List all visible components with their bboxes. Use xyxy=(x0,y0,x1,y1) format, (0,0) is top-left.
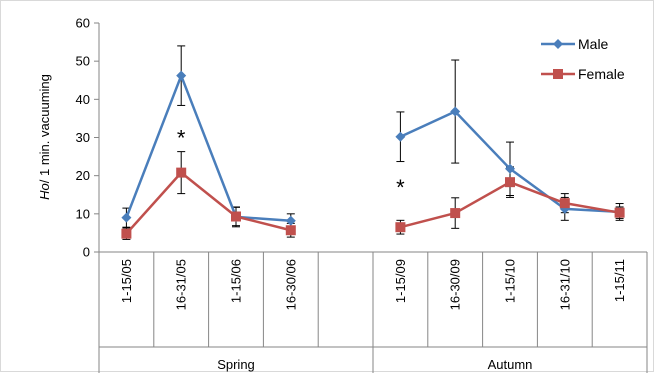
legend: Male Female xyxy=(541,36,625,82)
legend-label-male: Male xyxy=(578,36,609,52)
series-line-male xyxy=(125,74,291,222)
y-tick-label: 10 xyxy=(76,206,90,221)
x-tick-label: 1-15/05 xyxy=(119,259,134,303)
y-tick-label: 30 xyxy=(76,130,90,145)
data-point-female xyxy=(505,177,515,188)
x-tick-label: 16-30/09 xyxy=(448,259,463,310)
x-tick-label: 1-15/10 xyxy=(503,259,518,303)
y-tick-label: 50 xyxy=(76,54,90,69)
x-group-label: Spring xyxy=(217,357,255,372)
data-point-male xyxy=(176,70,187,81)
data-point-female xyxy=(450,208,461,219)
y-tick-label: 40 xyxy=(76,92,90,107)
significance-marker: * xyxy=(177,126,186,151)
data-point-female xyxy=(559,198,570,209)
y-tick-label: 20 xyxy=(76,168,90,183)
data-point-male xyxy=(395,131,406,142)
x-tick-label: 16-31/05 xyxy=(174,259,189,310)
y-axis-title-rest: / 1 min. vacuuming xyxy=(37,74,52,183)
legend-marker-female xyxy=(553,69,563,79)
data-point-female xyxy=(121,228,132,239)
y-axis-title: Ho/ 1 min. vacuuming xyxy=(37,74,52,200)
series-markers xyxy=(121,70,625,239)
y-tick-label: 0 xyxy=(83,245,90,260)
y-tick-label: 60 xyxy=(76,16,90,31)
x-tick-label: 1-15/09 xyxy=(393,259,408,303)
data-point-male xyxy=(285,215,296,226)
labels: 0 10 20 30 40 50 60 1-15/05 16-31/05 1-15/06 16-30… xyxy=(76,16,628,373)
data-point-female xyxy=(231,211,241,222)
legend-marker-male xyxy=(553,39,563,49)
x-tick-label: 1-15/06 xyxy=(229,259,244,303)
data-point-female xyxy=(285,225,296,236)
x-tick-label: 16-30/06 xyxy=(283,259,298,310)
x-tick-label: 1-15/11 xyxy=(612,259,627,302)
series-lines xyxy=(125,74,620,235)
data-point-female xyxy=(614,207,625,218)
x-group-label: Autumn xyxy=(488,357,533,372)
legend-label-female: Female xyxy=(578,66,625,82)
y-axis-title-italic: Ho xyxy=(37,183,52,200)
data-point-female xyxy=(395,222,406,233)
series-line-female xyxy=(125,171,292,235)
axes xyxy=(94,22,648,373)
data-point-male xyxy=(450,106,461,117)
x-tick-label: 16-31/10 xyxy=(557,259,572,310)
data-point-male xyxy=(121,212,132,223)
data-point-male xyxy=(505,163,515,174)
data-point-female xyxy=(176,167,187,178)
significance-marker: * xyxy=(396,175,405,200)
